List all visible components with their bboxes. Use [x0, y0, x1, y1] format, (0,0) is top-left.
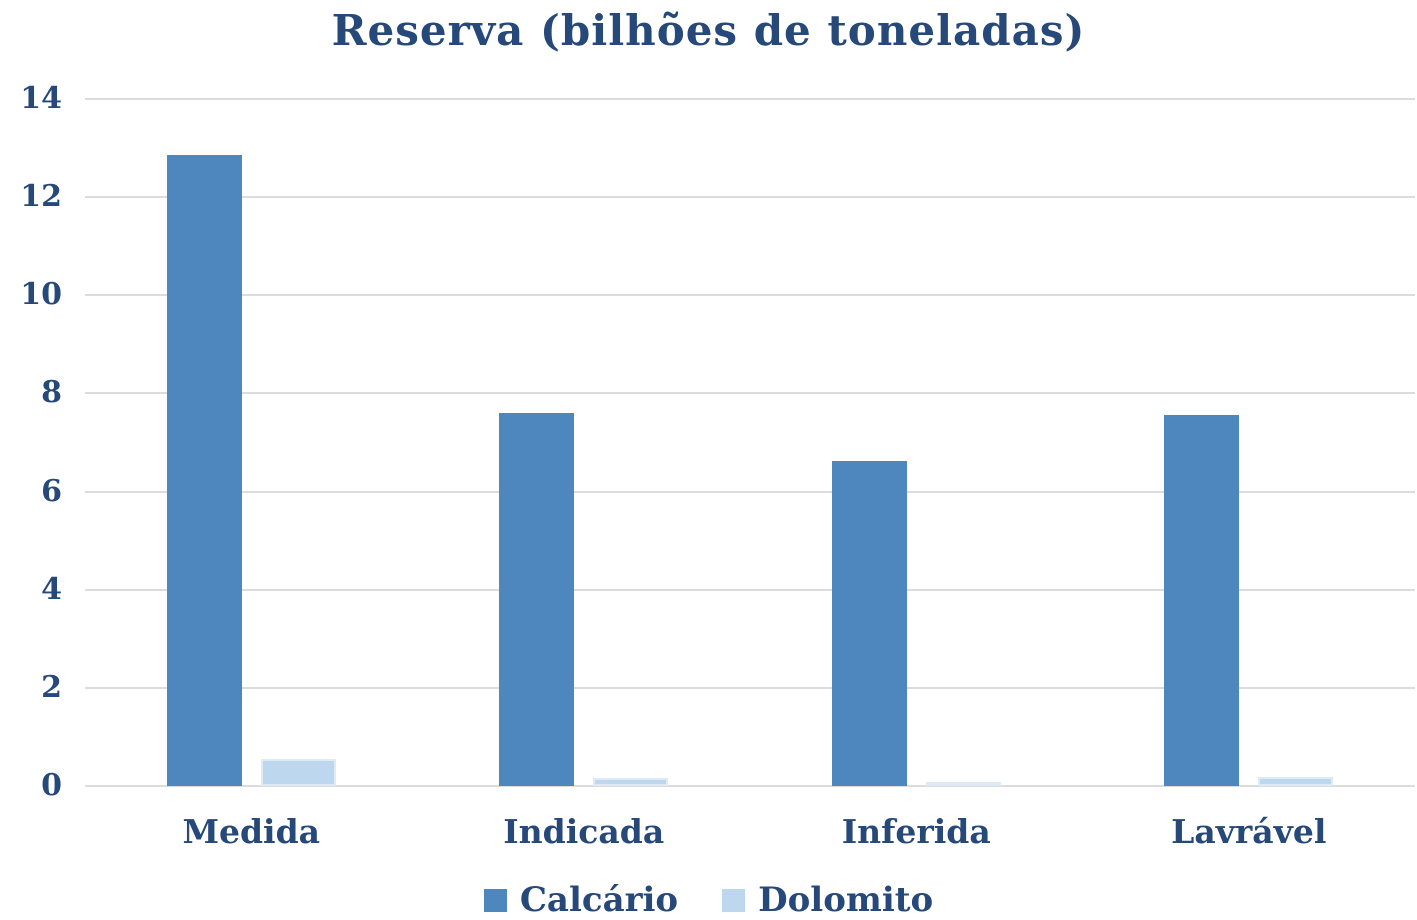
bar-calcário-indicada: [499, 412, 575, 786]
bar-dolomito-inferida: [925, 781, 1001, 786]
gridline: [85, 785, 1415, 787]
x-axis-category-label: Medida: [182, 812, 321, 851]
chart-title: Reserva (bilhões de toneladas): [331, 6, 1086, 55]
gridline: [85, 294, 1415, 297]
bar-dolomito-lavrável: [1258, 777, 1334, 786]
y-axis-tick-label: 14: [20, 81, 62, 116]
y-axis-tick-label: 4: [41, 571, 62, 607]
y-axis-tick-label: 0: [41, 768, 62, 803]
y-axis-tick-label: 8: [41, 375, 62, 411]
gridline: [85, 588, 1415, 591]
legend-item-calcário: Calcário: [483, 880, 679, 920]
gridline: [85, 98, 1415, 100]
legend: Calcário Dolomito: [0, 880, 1417, 920]
gridline: [85, 490, 1415, 493]
legend-swatch-icon: [483, 888, 507, 912]
gridline: [85, 196, 1415, 199]
plot-area: [85, 98, 1415, 787]
legend-label: Dolomito: [758, 880, 934, 920]
bar-calcário-inferida: [831, 460, 907, 786]
bar-dolomito-medida: [260, 758, 336, 786]
x-axis-category-label: Lavrável: [1171, 812, 1327, 851]
legend-label: Calcário: [519, 880, 679, 920]
gridline: [85, 392, 1415, 395]
legend-item-dolomito: Dolomito: [722, 880, 933, 920]
gridline: [85, 686, 1415, 689]
x-axis-category-label: Inferida: [841, 812, 991, 851]
y-axis-tick-label: 10: [20, 277, 62, 313]
bar-dolomito-indicada: [593, 777, 669, 786]
x-axis-category-label: Indicada: [503, 812, 665, 851]
bar-calcário-lavrável: [1164, 414, 1240, 786]
legend-swatch-icon: [722, 888, 746, 912]
bar-calcário-medida: [166, 155, 242, 786]
y-axis-tick-label: 6: [41, 473, 62, 509]
y-axis-tick-label: 2: [41, 669, 62, 705]
y-axis-tick-label: 12: [20, 179, 62, 215]
